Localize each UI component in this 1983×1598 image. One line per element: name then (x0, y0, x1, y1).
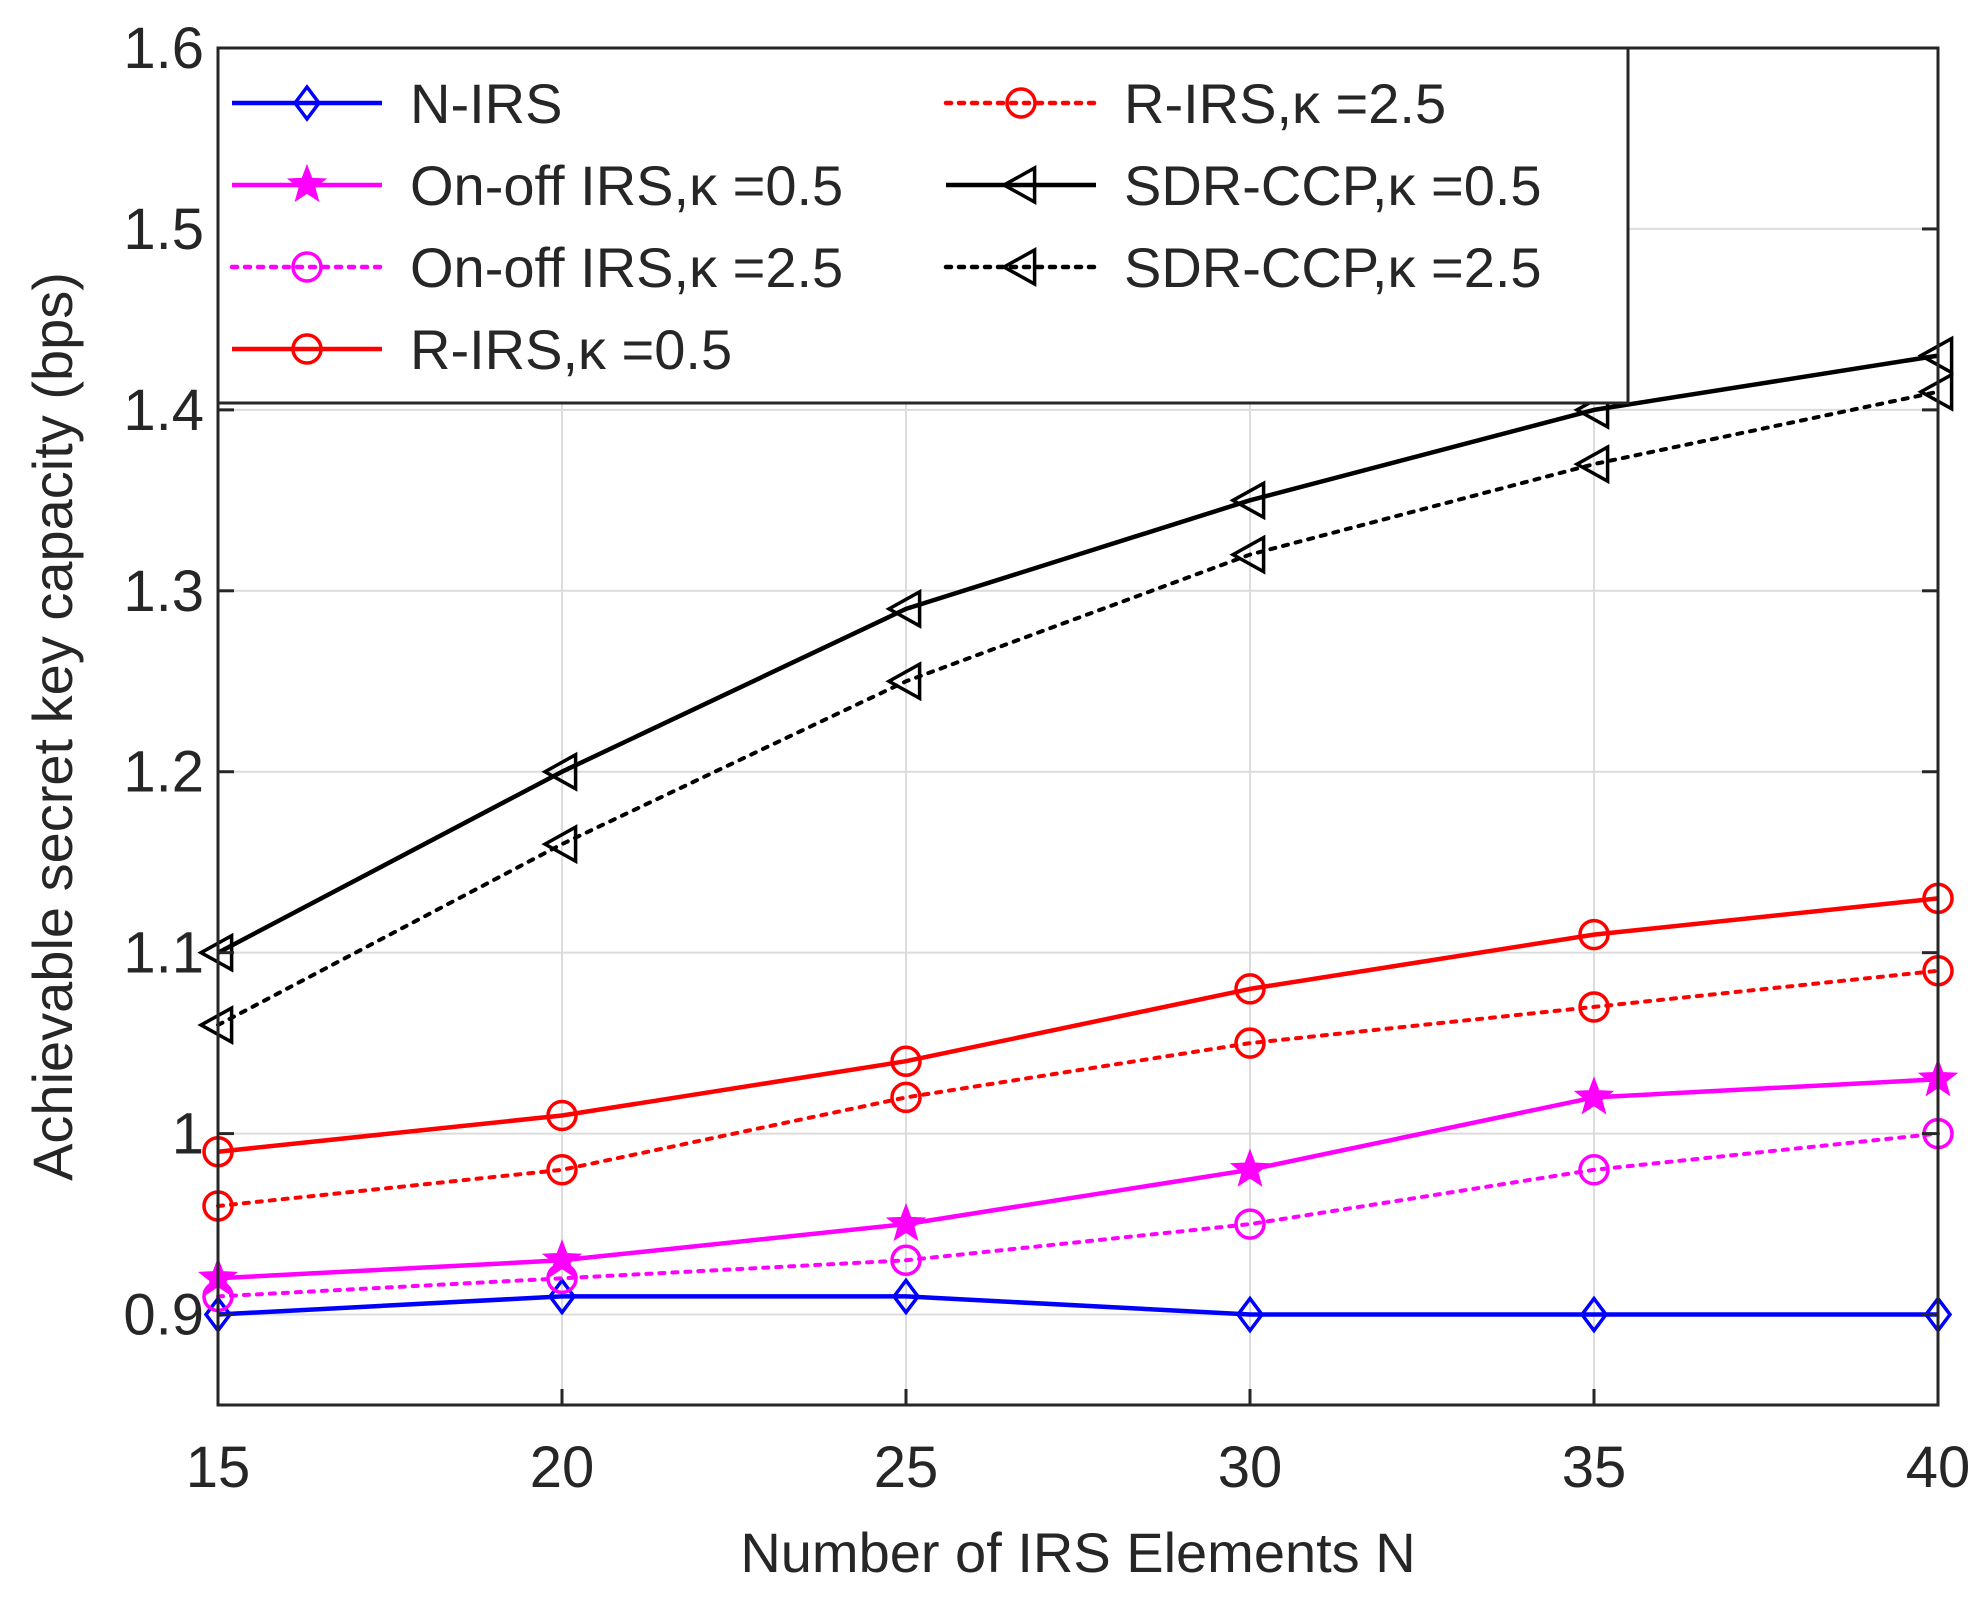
ticks: 15 20 25 30 35 40 0.9 1 1.1 1.2 1.3 1.4 1.5 1.6 (123, 16, 1970, 1500)
data-point-rirs-05 (546, 1099, 578, 1132)
data-point-n-irs (1579, 1295, 1609, 1334)
y-tick-label: 1.4 (123, 378, 204, 443)
y-tick-label: 1.2 (123, 740, 204, 805)
series-line-rirs-25 (216, 968, 1940, 1208)
data-point-onoff-25 (1234, 1208, 1266, 1240)
legend-marker-sdr-25 (1000, 247, 1037, 287)
y-tick-label: 1 (172, 1102, 204, 1167)
x-tick-label: 40 (1906, 1435, 1971, 1500)
series-onoff-05 (197, 1058, 1959, 1296)
series-line-onoff-05 (217, 1077, 1939, 1281)
data-point-onoff-25 (1578, 1154, 1610, 1186)
data-point-onoff-05 (541, 1239, 583, 1278)
data-point-n-irs (1235, 1295, 1265, 1334)
series-line-n-irs (217, 1294, 1938, 1317)
legend-entry-onoff-05: On-off IRS,κ =0.5 (232, 154, 843, 217)
legend-label-rirs-05: R-IRS,κ =0.5 (410, 318, 732, 381)
y-axis-label: Achievable secret key capacity (bps) (21, 272, 84, 1181)
data-point-n-irs (891, 1277, 921, 1316)
data-point-onoff-25 (546, 1262, 578, 1295)
data-point-rirs-05 (890, 1045, 922, 1077)
legend-label-rirs-25: R-IRS,κ =2.5 (1124, 72, 1446, 135)
legend-label-sdr-05: SDR-CCP,κ =0.5 (1124, 154, 1542, 217)
y-tick-label: 1.3 (123, 559, 204, 624)
x-tick-label: 35 (1562, 1435, 1627, 1500)
x-tick-label: 20 (530, 1435, 595, 1500)
data-point-sdr-25 (885, 661, 922, 702)
data-point-rirs-25 (890, 1081, 922, 1114)
series-rirs-25 (202, 955, 1954, 1222)
legend-marker-sdr-05 (1000, 165, 1037, 205)
data-point-onoff-25 (890, 1244, 922, 1277)
x-tick-label: 15 (186, 1435, 251, 1500)
data-point-sdr-25 (1573, 444, 1610, 485)
data-point-rirs-05 (1578, 918, 1610, 951)
series-line-rirs-05 (217, 896, 1939, 1154)
legend-marker-rirs-05 (291, 333, 323, 365)
data-point-sdr-25 (1229, 534, 1266, 575)
series-layer (197, 335, 1959, 1334)
series-sdr-25 (197, 371, 1954, 1046)
legend-label-sdr-25: SDR-CCP,κ =2.5 (1124, 236, 1542, 299)
data-point-rirs-25 (546, 1154, 578, 1186)
legend-entry-rirs-25: R-IRS,κ =2.5 (943, 72, 1446, 135)
legend-label-onoff-05: On-off IRS,κ =0.5 (410, 154, 843, 217)
legend-marker-onoff-25 (291, 251, 323, 283)
x-tick-label: 25 (874, 1435, 939, 1500)
legend-marker-onoff-05 (286, 163, 328, 203)
series-line-sdr-25 (216, 389, 1940, 1027)
data-point-onoff-05 (1229, 1148, 1271, 1187)
legend-marker-rirs-25 (1005, 87, 1037, 119)
data-point-sdr-05 (541, 751, 578, 792)
data-point-onoff-05 (885, 1202, 927, 1242)
series-onoff-25 (202, 1117, 1954, 1313)
series-rirs-05 (202, 882, 1954, 1168)
legend-entry-n-irs: N-IRS (232, 72, 562, 135)
data-point-sdr-25 (197, 1005, 234, 1046)
data-point-sdr-25 (1917, 371, 1954, 412)
x-tick-label: 30 (1218, 1435, 1283, 1500)
data-point-rirs-05 (1234, 973, 1266, 1005)
legend-box (216, 46, 1630, 405)
data-point-sdr-05 (1917, 335, 1954, 376)
y-tick-label: 1.1 (123, 921, 204, 986)
data-point-sdr-05 (1229, 480, 1266, 521)
data-point-sdr-05 (885, 588, 922, 629)
legend-entry-rirs-05: R-IRS,κ =0.5 (232, 318, 732, 381)
x-axis-label: Number of IRS Elements N (740, 1521, 1415, 1584)
legend-entry-onoff-25: On-off IRS,κ =2.5 (229, 236, 843, 299)
data-point-rirs-25 (1234, 1027, 1266, 1059)
series-sdr-05 (197, 335, 1954, 973)
legend: N-IRS R-IRS,κ =2.5 On-off IRS,κ =0.5 SDR-CC… (216, 46, 1630, 405)
series-line-onoff-25 (216, 1131, 1940, 1299)
y-tick-label: 1.5 (123, 197, 204, 262)
legend-label-onoff-25: On-off IRS,κ =2.5 (410, 236, 843, 299)
data-point-onoff-05 (1573, 1076, 1615, 1115)
data-point-rirs-25 (1578, 991, 1610, 1023)
y-tick-label: 1.6 (123, 16, 204, 81)
legend-entry-sdr-25: SDR-CCP,κ =2.5 (943, 236, 1542, 299)
series-n-irs (203, 1277, 1953, 1334)
legend-marker-n-irs (292, 84, 322, 122)
y-tick-label: 0.9 (123, 1283, 204, 1348)
series-line-sdr-05 (216, 353, 1939, 955)
data-point-sdr-25 (541, 824, 578, 865)
legend-label-n-irs: N-IRS (410, 72, 562, 135)
legend-entry-sdr-05: SDR-CCP,κ =0.5 (946, 154, 1542, 217)
